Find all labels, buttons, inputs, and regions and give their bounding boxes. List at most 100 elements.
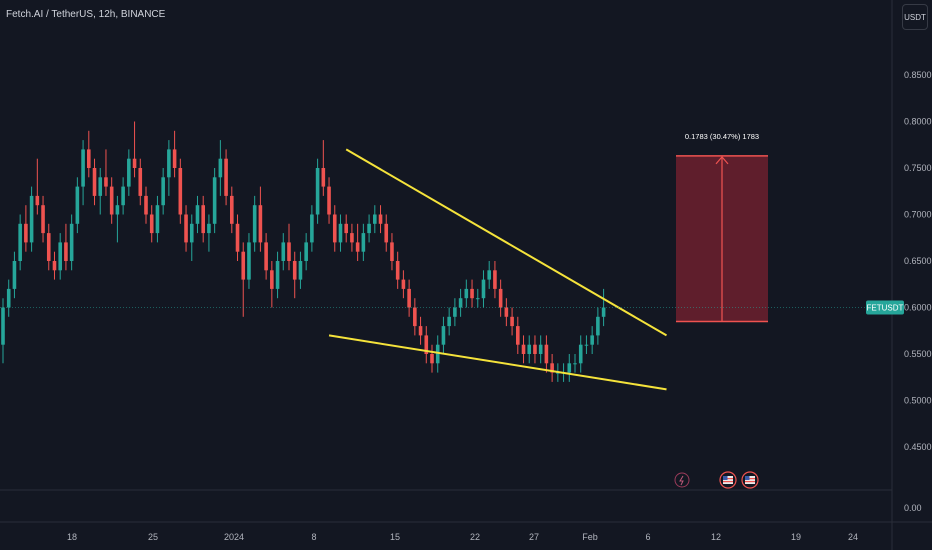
measure-tool[interactable]: 0.1783 (30.47%) 1783	[676, 132, 768, 323]
x-tick-label: 22	[470, 532, 480, 542]
x-tick-label: 6	[645, 532, 650, 542]
candle-body	[533, 344, 537, 354]
candle-body	[270, 270, 274, 289]
candle-body	[584, 344, 589, 346]
price-tag-ticker: FETUSDT	[867, 304, 904, 313]
candle-body	[264, 242, 268, 271]
candle-body	[413, 307, 417, 327]
candle-body	[321, 168, 326, 187]
candle-body	[361, 233, 366, 252]
candle-body	[516, 326, 520, 345]
candle-body	[115, 205, 120, 215]
candle-body	[464, 288, 469, 299]
flash-icon[interactable]	[674, 472, 690, 488]
x-tick-label: 8	[311, 532, 316, 542]
candle-body	[58, 242, 62, 271]
candle-body	[401, 279, 406, 289]
candle-body	[481, 279, 486, 299]
candle-body	[310, 214, 314, 243]
candle-body	[252, 205, 257, 243]
x-tick-label: 18	[67, 532, 77, 542]
candle-body	[487, 270, 491, 280]
candle-body	[104, 177, 108, 187]
candle-body	[275, 261, 280, 289]
trendline-lower[interactable]	[328, 334, 667, 391]
candle-body	[29, 195, 34, 243]
trendline-upper[interactable]	[345, 148, 668, 337]
candle-body	[292, 261, 297, 280]
candle-body	[510, 316, 514, 327]
candle-body	[230, 195, 234, 224]
candle-body	[504, 307, 509, 317]
candle-body	[178, 168, 183, 215]
candle-body	[52, 261, 57, 271]
candle-body	[41, 205, 45, 234]
candle-body	[447, 316, 451, 327]
candle-body	[418, 326, 423, 336]
candle-body	[378, 214, 383, 224]
candle-body	[441, 326, 446, 345]
y-tick-label: 0.8000	[904, 117, 932, 127]
candle-body	[87, 149, 91, 168]
candle-body	[258, 205, 263, 243]
candle-body	[155, 205, 160, 234]
candle-body	[458, 298, 463, 308]
candle-body	[1, 307, 5, 345]
event-icons[interactable]	[674, 471, 759, 489]
candle-body	[498, 288, 503, 308]
candle-body	[207, 223, 211, 234]
y-tick-label: 0.00	[904, 503, 922, 513]
candle-body	[81, 149, 85, 187]
candle-body	[527, 344, 532, 354]
x-tick-label: 12	[711, 532, 721, 542]
chart-title: Fetch.AI / TetherUS, 12h, BINANCE	[6, 9, 166, 20]
x-tick-label: 27	[529, 532, 539, 542]
candle-body	[390, 242, 394, 261]
candle-body	[64, 242, 68, 261]
candle-body	[573, 363, 577, 365]
candles	[1, 121, 606, 382]
candle-body	[144, 195, 148, 215]
x-tick-label: 24	[848, 532, 858, 542]
candle-body	[281, 242, 286, 261]
candle-body	[35, 195, 40, 206]
candle-body	[327, 186, 331, 215]
y-tick-label: 0.4500	[904, 442, 932, 452]
candle-body	[556, 372, 560, 374]
candle-body	[92, 168, 97, 196]
candle-body	[224, 158, 228, 196]
candle-body	[521, 344, 526, 354]
us-flag-icon[interactable]	[741, 471, 759, 489]
candle-body	[538, 344, 543, 354]
y-tick-label: 0.5500	[904, 349, 932, 359]
candle-body	[24, 223, 28, 243]
candle-body	[578, 344, 583, 364]
candle-body	[138, 168, 143, 196]
candle-body	[127, 158, 131, 187]
time-axis[interactable]: 18 25 2024 8 15 22 27 Feb 6 12 19 24	[67, 532, 858, 542]
candle-body	[235, 223, 240, 252]
candle-body	[435, 344, 440, 364]
candle-body	[201, 205, 205, 234]
arrow-up-icon	[715, 155, 729, 165]
candle-body	[172, 149, 177, 168]
candle-body	[567, 363, 572, 373]
trendlines[interactable]	[328, 148, 668, 391]
candle-body	[218, 158, 223, 178]
candle-body	[161, 177, 165, 206]
currency-button[interactable]: USDT	[902, 4, 928, 30]
y-tick-label: 0.6000	[904, 303, 932, 313]
y-tick-label: 0.6500	[904, 256, 932, 266]
candle-body	[149, 214, 154, 234]
candle-body	[132, 158, 137, 168]
candle-body	[6, 288, 11, 308]
us-flag-icon[interactable]	[719, 471, 737, 489]
candle-body	[453, 307, 457, 317]
candle-body	[287, 242, 291, 261]
candle-body	[98, 177, 103, 196]
candle-body	[69, 223, 74, 261]
candle-body	[109, 186, 114, 215]
candle-body	[384, 223, 389, 243]
price-axis[interactable]: 0.8500 0.8000 0.7500 0.7000 0.6500 0.6000 0.55…	[904, 70, 932, 513]
